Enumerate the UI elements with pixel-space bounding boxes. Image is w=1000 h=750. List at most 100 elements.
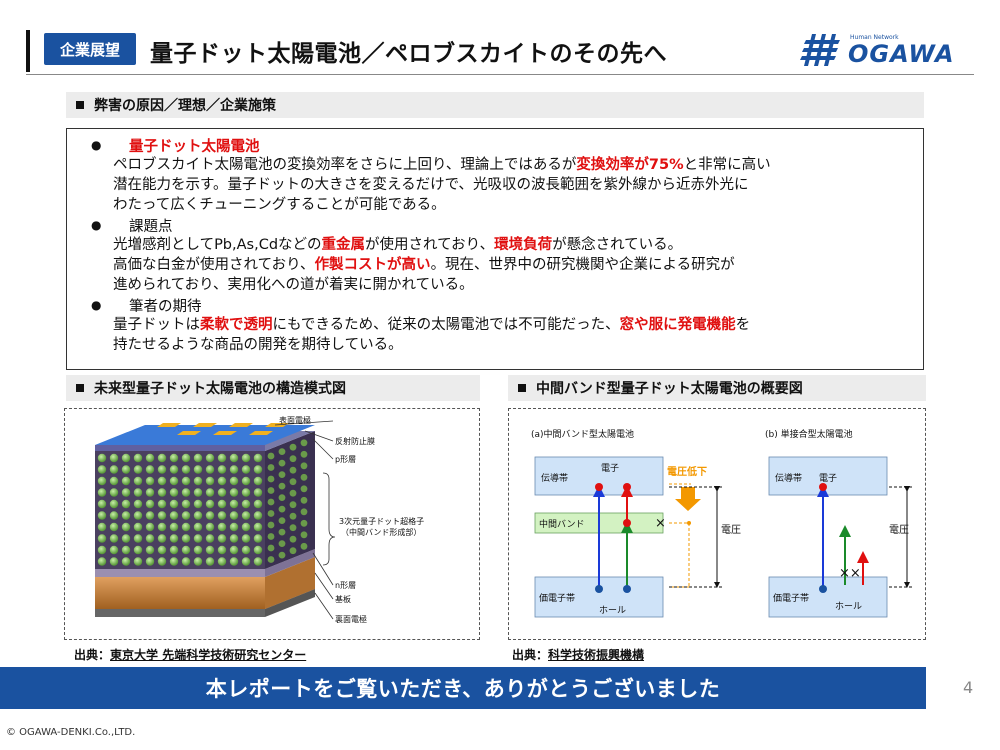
- quantum-dot: [253, 488, 263, 497]
- structure-diagram: 表面電極 反射防止膜 p形層 3次元量子ドット超格子 （中間バンド形成部） n形…: [95, 415, 424, 624]
- n-layer-side: [265, 549, 315, 577]
- quantum-dot: [109, 488, 119, 497]
- hole-dot: [595, 585, 603, 593]
- hole-dot: [819, 585, 827, 593]
- highlight: 重金属: [321, 237, 366, 253]
- quantum-dot: [300, 542, 308, 550]
- panel-a-title: (a)中間バンド型太陽電池: [531, 428, 634, 440]
- paragraph-line: 潜在能力を示す。量子ドットの大きさを変えるだけで、光吸収の波長範囲を紫外線から近…: [113, 177, 749, 193]
- quantum-dot: [289, 547, 297, 555]
- text: が使用されており、: [365, 237, 495, 253]
- quantum-dot: [169, 488, 179, 497]
- quantum-dot: [109, 453, 119, 463]
- source-link-jst[interactable]: 科学技術振興機構: [548, 648, 645, 662]
- quantum-dot: [97, 522, 107, 532]
- quantum-dot: [181, 476, 191, 486]
- quantum-dot: [97, 476, 107, 486]
- quantum-dot: [229, 511, 239, 520]
- quantum-dot: [157, 545, 167, 555]
- thanks-banner: 本レポートをご覧いただき、ありがとうございました: [0, 667, 926, 709]
- quantum-dot: [229, 557, 239, 566]
- quantum-dot: [145, 534, 155, 543]
- paragraph-line: 量子ドットは柔軟で透明にもできるため、従来の太陽電池では不可能だった、窓や服に発…: [91, 315, 911, 335]
- quantum-dot: [121, 557, 131, 566]
- quantum-dot: [278, 517, 286, 524]
- quantum-dot: [109, 557, 119, 566]
- quantum-dot: [193, 465, 203, 474]
- panel-b-title: (b) 単接合型太陽電池: [765, 428, 853, 440]
- quantum-dot: [169, 522, 179, 532]
- quantum-dot: [109, 476, 119, 486]
- ogawa-logo: Human Network OGAWA: [800, 34, 954, 68]
- quantum-dot: [289, 512, 297, 520]
- quantum-dot: [133, 522, 143, 532]
- quantum-dot: [109, 522, 119, 532]
- quantum-dot: [205, 545, 215, 555]
- quantum-dot: [157, 534, 167, 543]
- label-conduction-a: 伝導帯: [541, 472, 568, 484]
- point-title: 筆者の期待: [129, 298, 202, 315]
- quantum-dot: [241, 557, 251, 566]
- quantum-dot: [289, 535, 297, 543]
- paragraph-line: 持たせるような商品の開発を期待している。: [113, 337, 403, 353]
- quantum-dot: [97, 545, 107, 555]
- quantum-dot: [181, 465, 191, 474]
- source-link-tokyo[interactable]: 東京大学 先端科学技術研究センター: [110, 648, 307, 662]
- quantum-dot: [109, 545, 119, 555]
- quantum-dot: [217, 476, 227, 486]
- label-hole-a: ホール: [599, 605, 626, 616]
- quantum-dot: [217, 465, 227, 474]
- quantum-dot: [253, 453, 263, 463]
- quantum-dot: [289, 478, 297, 486]
- quantum-dot: [241, 465, 251, 474]
- quantum-dot: [217, 522, 227, 532]
- dot: [687, 521, 691, 525]
- label-voltage-drop: 電圧低下: [667, 465, 707, 478]
- quantum-dot: [97, 511, 107, 520]
- electron-dot: [595, 483, 603, 491]
- electron-dot: [623, 519, 631, 527]
- quantum-dot: [253, 557, 263, 566]
- quantum-dot: [205, 488, 215, 497]
- label-valence-b: 価電子帯: [773, 592, 809, 604]
- blocked-cross-icon: ××: [839, 566, 861, 581]
- quantum-dot: [253, 476, 263, 486]
- quantum-dot: [109, 499, 119, 509]
- point-heading-issues: ● 課題点: [91, 215, 911, 235]
- quantum-dot: [133, 476, 143, 486]
- quantum-dot: [145, 557, 155, 566]
- surface-electrodes: [157, 423, 289, 435]
- quantum-dot: [133, 499, 143, 509]
- quantum-dot: [241, 499, 251, 509]
- quantum-dot: [229, 465, 239, 474]
- quantum-dot: [193, 545, 203, 555]
- band-diagram: (a)中間バンド型太陽電池 (b) 単接合型太陽電池 伝導帯 中間バンド 価電子…: [531, 428, 913, 618]
- quantum-dot: [289, 455, 297, 463]
- quantum-dot: [157, 476, 167, 486]
- label-p-layer: p形層: [335, 455, 356, 464]
- quantum-dot: [217, 534, 227, 543]
- quantum-dot: [145, 545, 155, 555]
- quantum-dot: [133, 511, 143, 520]
- label-voltage-b: 電圧: [889, 524, 909, 536]
- voltage-drop-arrow-icon: [675, 487, 701, 511]
- quantum-dot: [300, 462, 308, 470]
- quantum-dot: [169, 557, 179, 566]
- quantum-dot: [133, 545, 143, 555]
- quantum-dot: [253, 511, 263, 520]
- section-title: 弊害の原因／理想／企業施策: [94, 98, 276, 114]
- label-surface-electrode: 表面電極: [279, 415, 311, 425]
- quantum-dot: [133, 557, 143, 566]
- quantum-dot: [267, 452, 275, 460]
- quantum-dot: [278, 505, 286, 513]
- category-badge: 企業展望: [44, 33, 136, 65]
- paragraph-line: 進められており、実用化への道が着実に開かれている。: [113, 277, 474, 293]
- quantum-dot: [145, 488, 155, 497]
- quantum-dot: [133, 534, 143, 543]
- quantum-dot: [267, 521, 275, 529]
- quantum-dot: [169, 499, 179, 509]
- quantum-dot: [157, 511, 167, 520]
- quantum-dot: [121, 488, 131, 497]
- paragraph-line: 光増感剤としてPb,As,Cdなどの重金属が使用されており、環境負荷が懸念されて…: [91, 235, 911, 255]
- quantum-dot: [267, 556, 275, 563]
